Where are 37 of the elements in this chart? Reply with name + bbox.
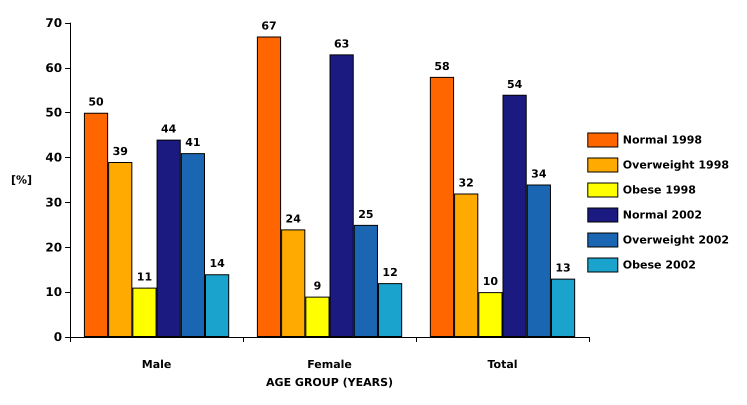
data-label: 24: [286, 212, 302, 226]
y-tick-label: 30: [45, 195, 62, 210]
legend-label: Obese 2002: [622, 258, 696, 272]
data-label: 67: [261, 19, 277, 32]
data-label: 54: [506, 78, 523, 91]
legend-label: Normal 1998: [622, 134, 702, 146]
x-tick-label: Total: [487, 358, 518, 371]
legend-label: Overweight 2002: [622, 234, 730, 246]
y-tick-label: 70: [45, 16, 62, 30]
data-label: 34: [531, 167, 547, 180]
y-tick-label: 50: [45, 106, 62, 120]
y-tick-label: 60: [45, 60, 62, 75]
y-axis-title: [%]: [11, 174, 32, 186]
data-label: 50: [88, 96, 104, 109]
data-label: 41: [185, 136, 201, 150]
data-label: 12: [382, 266, 398, 280]
data-label: 25: [358, 208, 374, 221]
data-label: 13: [555, 262, 571, 275]
legend-label: Obese 1998: [622, 184, 696, 196]
data-label: 63: [334, 37, 350, 50]
y-tick-label: 40: [45, 150, 62, 165]
data-label: 44: [161, 122, 177, 136]
data-label: 39: [112, 145, 128, 158]
x-tick-label: Female: [307, 358, 352, 371]
x-axis-title: AGE GROUP (YEARS): [266, 376, 394, 389]
y-tick-label: 10: [45, 285, 62, 300]
x-tick-label: Male: [142, 358, 172, 371]
data-label: 9: [314, 280, 322, 293]
legend-label: Normal 2002: [622, 208, 702, 222]
data-label: 32: [458, 176, 474, 190]
data-label: 11: [136, 270, 152, 284]
data-label: 14: [209, 257, 226, 270]
legend-label: Overweight 1998: [622, 158, 730, 172]
data-label: 58: [434, 60, 450, 73]
y-tick-label: 20: [45, 240, 62, 254]
y-tick-label: 0: [54, 330, 62, 344]
data-label: 10: [482, 275, 498, 288]
